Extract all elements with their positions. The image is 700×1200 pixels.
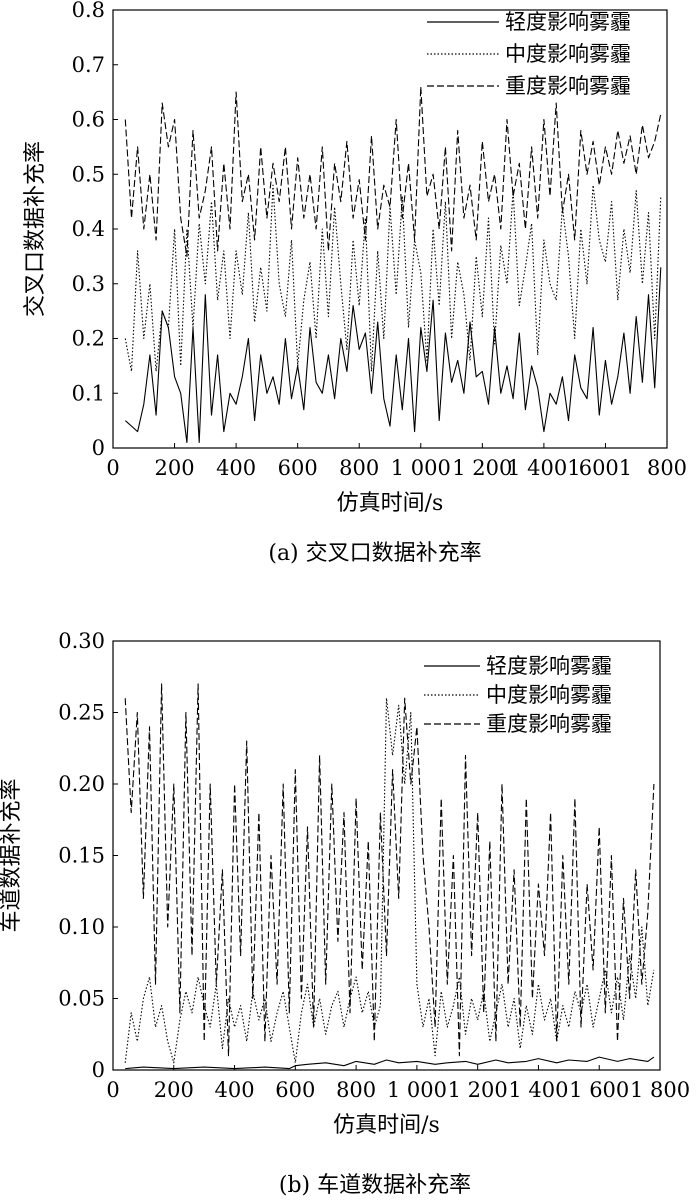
y-tick-label: 0.15 xyxy=(58,844,105,868)
caption-b: (b) 车道数据补充率 xyxy=(279,1173,471,1198)
series-line-dotted xyxy=(124,184,662,372)
y-tick-label: 0.6 xyxy=(72,108,105,132)
y-tick-label: 0.2 xyxy=(72,327,105,351)
y-tick-label: 0 xyxy=(92,1058,105,1082)
chart-lane: 0 0.05 0.10 0.15 0.20 0.25 0.30 0 200 400 600 800 1 … xyxy=(0,629,690,1138)
x-tick-label: 200 xyxy=(154,1078,194,1102)
legend-label: 中度影响雾霾 xyxy=(505,42,631,66)
series-line-dotted xyxy=(124,697,655,1064)
x-tick-label: 1 400 xyxy=(508,1078,568,1102)
x-tick-label: 1 000 xyxy=(387,1078,447,1102)
x-tick-label: 0 xyxy=(106,1078,119,1102)
x-tick-label: 800 xyxy=(336,1078,376,1102)
x-tick-label: 200 xyxy=(155,456,195,480)
x-tick-label: 1 200 xyxy=(452,456,512,480)
x-tick-label: 400 xyxy=(215,1078,255,1102)
x-axis-title: 仿真时间/s xyxy=(337,491,444,516)
x-tick-label: 1 200 xyxy=(448,1078,508,1102)
x-tick-label: 1 000 xyxy=(391,456,451,480)
y-tick-label: 0.1 xyxy=(72,381,105,405)
y-tick-label: 0.05 xyxy=(58,987,105,1011)
series-line-solid xyxy=(125,1056,655,1070)
chart-intersection: 0 0.1 0.2 0.3 0.4 0.5 0.6 0.7 0.8 0 200 400 600 800 1 … xyxy=(23,0,687,516)
y-tick-label: 0.20 xyxy=(58,772,105,796)
x-tick-label: 800 xyxy=(647,456,687,480)
legend-label: 重度影响雾霾 xyxy=(486,712,612,736)
y-axis-title: 交叉口数据补充率 xyxy=(23,141,48,317)
x-tick-label: 400 xyxy=(216,456,256,480)
series-line-dashed xyxy=(124,86,662,257)
y-tick-label: 0 xyxy=(92,436,105,460)
legend-label: 轻度影响雾霾 xyxy=(486,654,612,678)
y-tick-label: 0.25 xyxy=(58,701,105,725)
x-tick-label: 600 xyxy=(275,1078,315,1102)
x-tick-label: 1 4001 xyxy=(507,456,580,480)
series-line-dashed xyxy=(124,683,655,1057)
y-axis-title: 车道数据补充率 xyxy=(0,778,24,932)
x-tick-label: 1 800 xyxy=(630,1078,690,1102)
y-tick-label: 0.3 xyxy=(72,272,105,296)
y-tick-label: 0.8 xyxy=(72,0,105,22)
x-tick-label: 1 600 xyxy=(569,1078,629,1102)
x-axis-title: 仿真时间/s xyxy=(333,1113,440,1138)
legend-label: 中度影响雾霾 xyxy=(486,683,612,707)
y-tick-label: 0.5 xyxy=(72,162,105,186)
y-tick-label: 0.7 xyxy=(72,53,105,77)
y-tick-label: 0.10 xyxy=(58,915,105,939)
caption-a: (a) 交叉口数据补充率 xyxy=(268,541,481,566)
y-tick-label: 0.4 xyxy=(72,217,105,241)
series-line-solid xyxy=(124,267,662,444)
x-tick-label: 600 xyxy=(278,456,318,480)
x-tick-label: 6001 xyxy=(579,456,632,480)
x-tick-label: 800 xyxy=(339,456,379,480)
x-tick-label: 0 xyxy=(106,456,119,480)
legend-label: 重度影响雾霾 xyxy=(505,74,631,98)
y-tick-label: 0.30 xyxy=(58,629,105,653)
legend-label: 轻度影响雾霾 xyxy=(505,10,631,34)
